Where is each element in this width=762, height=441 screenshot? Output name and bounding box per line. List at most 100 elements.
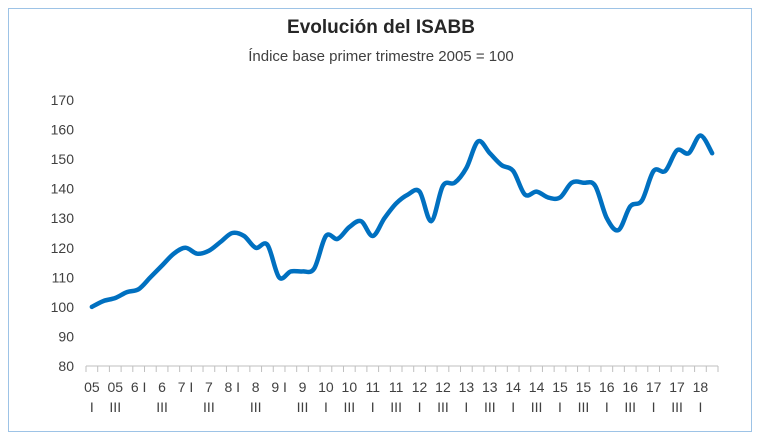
data-point bbox=[617, 228, 621, 232]
data-point bbox=[406, 193, 410, 197]
x-tick-label-sub: I bbox=[698, 399, 702, 415]
data-point bbox=[488, 151, 492, 155]
y-tick-label: 110 bbox=[52, 269, 75, 285]
x-tick-label-sub: III bbox=[531, 399, 543, 415]
data-point bbox=[675, 148, 679, 152]
data-point bbox=[324, 234, 328, 238]
data-point bbox=[113, 296, 117, 300]
x-tick-label-sub: III bbox=[156, 399, 168, 415]
x-tick-label: 14 bbox=[529, 379, 545, 395]
y-tick-label: 90 bbox=[58, 328, 74, 344]
data-point bbox=[336, 237, 340, 241]
x-tick-label-sub: I bbox=[371, 399, 375, 415]
data-point bbox=[230, 231, 234, 235]
data-point bbox=[663, 169, 667, 173]
y-tick-label: 150 bbox=[51, 151, 75, 167]
x-tick-label-sub: III bbox=[437, 399, 449, 415]
y-tick-label: 170 bbox=[51, 92, 75, 108]
data-point bbox=[195, 252, 199, 256]
x-tick-label: 10 bbox=[318, 379, 334, 395]
data-point bbox=[593, 184, 597, 188]
data-point bbox=[347, 225, 351, 229]
x-tick-label-sub: I bbox=[418, 399, 422, 415]
data-point bbox=[160, 264, 164, 268]
data-point bbox=[219, 240, 223, 244]
x-tick-label: 13 bbox=[459, 379, 475, 395]
x-tick-label: 16 bbox=[599, 379, 615, 395]
data-point bbox=[476, 139, 480, 143]
data-point bbox=[125, 290, 129, 294]
data-point bbox=[628, 204, 632, 208]
x-tick-label-sub: III bbox=[671, 399, 683, 415]
data-point bbox=[148, 275, 152, 279]
data-point bbox=[289, 269, 293, 273]
data-point bbox=[265, 243, 269, 247]
data-point bbox=[394, 201, 398, 205]
data-point bbox=[581, 181, 585, 185]
y-tick-label: 80 bbox=[58, 358, 74, 374]
x-tick-label: 9 bbox=[299, 379, 307, 395]
x-tick-label: 17 bbox=[669, 379, 685, 395]
x-tick-label: 9 I bbox=[271, 379, 287, 395]
x-tick-label: 14 bbox=[505, 379, 521, 395]
x-tick-label: 18 bbox=[693, 379, 709, 395]
x-tick-label: 10 bbox=[342, 379, 358, 395]
x-tick-label: 6 bbox=[158, 379, 166, 395]
data-point bbox=[710, 151, 714, 155]
x-tick-label: 6 I bbox=[131, 379, 147, 395]
x-tick-label: 15 bbox=[576, 379, 592, 395]
x-tick-label: 7 bbox=[205, 379, 213, 395]
data-point bbox=[558, 196, 562, 200]
data-point bbox=[242, 234, 246, 238]
data-point bbox=[499, 163, 503, 167]
data-point bbox=[453, 181, 457, 185]
y-tick-label: 140 bbox=[51, 181, 75, 197]
data-point bbox=[605, 216, 609, 220]
x-tick-label-sub: I bbox=[511, 399, 515, 415]
x-tick-label: 7 I bbox=[178, 379, 194, 395]
data-point bbox=[172, 252, 176, 256]
data-point bbox=[511, 169, 515, 173]
x-tick-label-sub: I bbox=[464, 399, 468, 415]
x-tick-label: 11 bbox=[365, 379, 380, 395]
x-tick-label-sub: III bbox=[109, 399, 121, 415]
chart-subtitle: Índice base primer trimestre 2005 = 100 bbox=[248, 48, 514, 65]
data-point bbox=[312, 266, 316, 270]
data-point bbox=[207, 249, 211, 253]
x-tick-label: 17 bbox=[646, 379, 662, 395]
y-tick-label: 160 bbox=[51, 122, 75, 138]
y-tick-label: 130 bbox=[51, 210, 75, 226]
series-line bbox=[89, 133, 715, 310]
x-tick-label: 11 bbox=[389, 379, 404, 395]
data-point bbox=[570, 181, 574, 185]
data-point bbox=[277, 275, 281, 279]
data-point bbox=[523, 193, 527, 197]
data-point bbox=[441, 184, 445, 188]
data-point bbox=[652, 169, 656, 173]
x-tick-label-sub: I bbox=[90, 399, 94, 415]
data-point bbox=[359, 219, 363, 223]
x-tick-label-sub: III bbox=[343, 399, 355, 415]
x-tick-label-sub: III bbox=[484, 399, 496, 415]
x-tick-label-sub: III bbox=[250, 399, 262, 415]
data-point bbox=[183, 246, 187, 250]
data-point bbox=[464, 166, 468, 170]
x-tick-label-sub: III bbox=[624, 399, 636, 415]
data-point bbox=[382, 216, 386, 220]
x-tick-label-sub: III bbox=[203, 399, 215, 415]
x-tick-label-sub: III bbox=[578, 399, 590, 415]
x-tick-label: 8 bbox=[252, 379, 260, 395]
x-tick-label-sub: I bbox=[558, 399, 562, 415]
data-point bbox=[640, 198, 644, 202]
x-tick-label: 15 bbox=[552, 379, 568, 395]
data-point bbox=[90, 305, 94, 309]
data-point bbox=[429, 219, 433, 223]
data-point bbox=[535, 190, 539, 194]
x-tick-label-sub: I bbox=[324, 399, 328, 415]
data-point bbox=[137, 287, 141, 291]
data-point bbox=[418, 190, 422, 194]
chart-title: Evolución del ISABB bbox=[287, 17, 475, 38]
data-point bbox=[102, 299, 106, 303]
data-point bbox=[301, 269, 305, 273]
